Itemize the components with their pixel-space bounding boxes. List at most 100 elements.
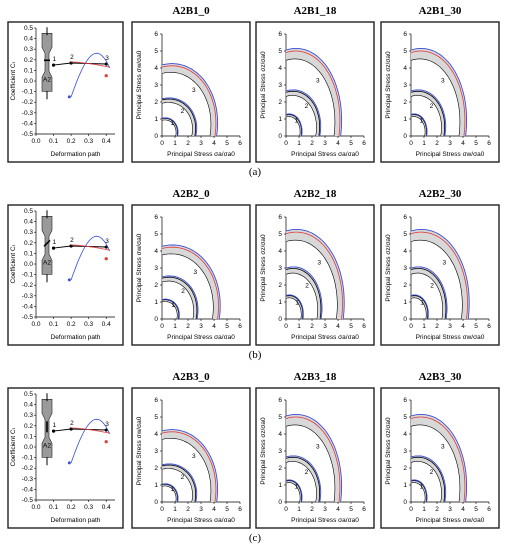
y-tick-label: 5 <box>403 414 407 421</box>
x-tick-label: 5 <box>225 323 229 330</box>
y-axis-label: Principal Stress σz/σa0 <box>385 234 392 302</box>
yield-curve-outer <box>285 455 322 503</box>
curve-label: 1 <box>171 302 175 309</box>
y-tick-label: 2 <box>278 99 282 106</box>
x-tick-label: 1 <box>422 140 426 147</box>
yield-curve-outer <box>410 47 468 137</box>
x-tick-label: 0 <box>284 506 288 513</box>
x-tick-label: 5 <box>474 140 478 147</box>
yield-curve-outer <box>285 228 345 320</box>
y-tick-label: 2 <box>403 465 407 472</box>
curve-label: 3 <box>317 259 321 266</box>
x-tick-label: 0.1 <box>49 504 58 511</box>
y-tick-label: 3 <box>154 265 158 272</box>
path-point <box>51 429 56 433</box>
y-axis-label: Coefficient Cₜ <box>10 427 17 466</box>
x-tick-label: 0 <box>284 140 288 147</box>
x-axis-label: Principal Stress σa/σa0 <box>167 517 235 524</box>
y-tick-label: 3 <box>154 82 158 89</box>
x-tick-label: 1 <box>297 140 301 147</box>
x-tick-label: 4 <box>336 140 340 147</box>
yield-curve-outer <box>285 294 304 320</box>
specimen-label: A2 <box>43 76 51 83</box>
y-tick-label: 2 <box>403 99 407 106</box>
y-axis-label: Principal Stress σz/σa0 <box>260 234 267 302</box>
x-tick-label: 5 <box>474 506 478 513</box>
y-tick-label: 6 <box>278 397 282 404</box>
x-tick-label: 6 <box>238 506 242 513</box>
curve-label: 3 <box>316 444 320 451</box>
x-tick-label: 4 <box>336 323 340 330</box>
y-tick-label: 0 <box>278 133 282 140</box>
y-tick-label: 0.4 <box>24 219 33 226</box>
specimen-label: A2 <box>43 259 51 266</box>
yield-curve-mean <box>285 90 320 137</box>
yield-curve-mean <box>161 431 217 503</box>
yield-curve-mean <box>410 480 427 503</box>
y-tick-label: 1 <box>278 482 282 489</box>
yield-curve-inner <box>161 119 177 137</box>
subfigure-label: (c) <box>248 532 262 544</box>
y-tick-label: 2 <box>154 99 158 106</box>
y-tick-label: 0.1 <box>24 67 33 74</box>
y-axis-label: Principal Stress σz/σa0 <box>385 51 392 119</box>
x-tick-label: 0.2 <box>67 504 76 511</box>
y-axis-label: Principal Stress σw/σa0 <box>136 50 143 119</box>
x-axis-label: Deformation path <box>51 334 101 341</box>
panel-title: A2B1_0 <box>172 5 210 17</box>
curve-label: 1 <box>420 299 424 306</box>
yield-curve-inner <box>410 424 461 503</box>
path-line-blue <box>70 235 111 281</box>
x-tick-label: 4 <box>212 323 216 330</box>
yield-curve-inner <box>285 95 317 137</box>
yield-curve-mean <box>285 114 302 137</box>
x-tick-label: 4 <box>212 506 216 513</box>
x-tick-label: 0.4 <box>102 138 111 145</box>
x-tick-label: 6 <box>487 323 491 330</box>
y-tick-label: 3 <box>403 265 407 272</box>
y-tick-label: 0.5 <box>24 208 33 215</box>
yield-curve-outer <box>161 298 180 320</box>
x-tick-label: 0.1 <box>49 321 58 328</box>
yield-curve-mean <box>161 246 219 320</box>
path-point-blue <box>67 95 71 99</box>
y-tick-label: 1 <box>154 116 158 123</box>
curve-label: 1 <box>295 299 299 306</box>
yield-curve-outer <box>285 47 343 137</box>
yield-curve-outer <box>410 455 447 503</box>
x-tick-label: 0 <box>409 506 413 513</box>
y-axis-label: Principal Stress σw/σa0 <box>136 416 143 485</box>
x-tick-label: 6 <box>362 323 366 330</box>
x-tick-label: 6 <box>487 140 491 147</box>
y-tick-label: 5 <box>278 48 282 55</box>
y-tick-label: 6 <box>403 397 407 404</box>
y-tick-label: 0 <box>154 133 158 140</box>
yield-curve-inner <box>161 301 178 320</box>
yield-curve-outer <box>410 89 447 137</box>
y-tick-label: 6 <box>278 214 282 221</box>
x-tick-label: 0.2 <box>67 138 76 145</box>
yield-curve-outer <box>410 266 448 320</box>
stress-panel-frame <box>255 387 375 529</box>
y-tick-label: 3 <box>403 82 407 89</box>
x-tick-label: 5 <box>225 506 229 513</box>
specimen-label: A2 <box>43 442 51 449</box>
curve-label: 2 <box>305 282 309 289</box>
path-point-blue <box>67 461 71 465</box>
x-tick-label: 6 <box>238 140 242 147</box>
y-tick-label: 0.5 <box>24 391 33 398</box>
x-tick-label: 2 <box>435 140 439 147</box>
x-tick-label: 5 <box>349 140 353 147</box>
y-tick-label: 2 <box>154 282 158 289</box>
y-tick-label: 4 <box>278 65 282 72</box>
yield-curve-inner <box>410 272 443 320</box>
x-tick-label: 2 <box>435 506 439 513</box>
stress-panel-frame <box>131 204 251 346</box>
y-tick-label: 0.3 <box>24 412 33 419</box>
y-tick-label: 0 <box>403 316 407 323</box>
x-axis-label: Principal Stress σw/σa0 <box>416 151 485 158</box>
panel-title: A2B3_18 <box>293 371 337 383</box>
path-point-label: 1 <box>53 422 57 429</box>
yield-curve-outer <box>161 97 198 137</box>
x-axis-label: Deformation path <box>51 151 101 158</box>
